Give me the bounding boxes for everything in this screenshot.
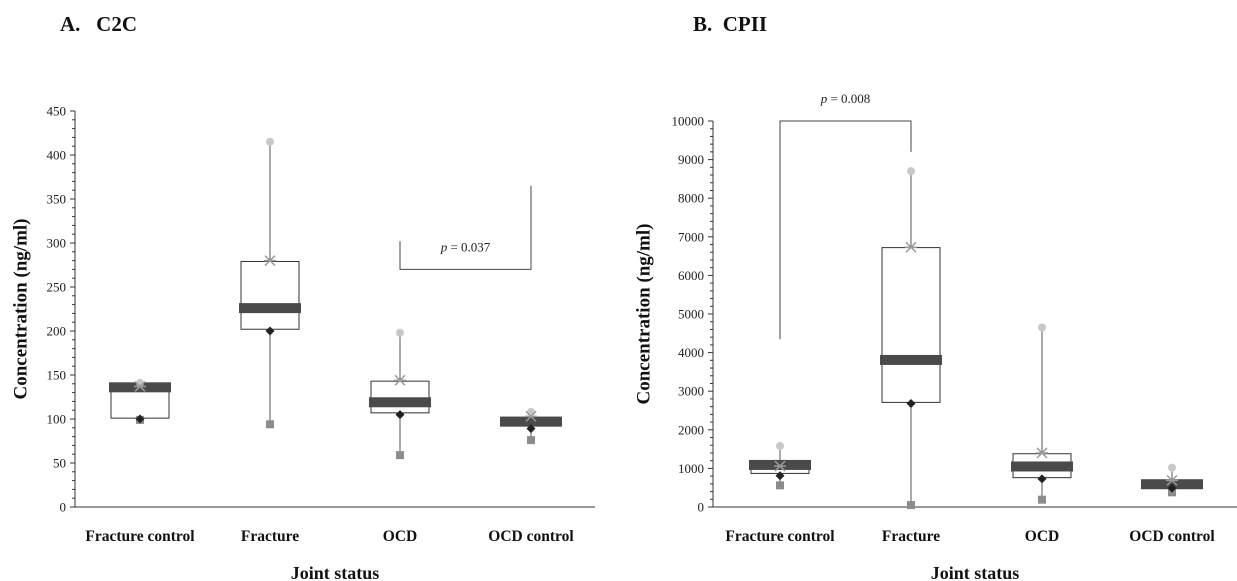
b-y-tick-label: 3000 [678,384,704,399]
b-max-marker [1038,324,1046,332]
b-y-tick-label: 8000 [678,191,704,206]
b-median-bar [880,355,942,365]
b-min-marker [1038,496,1046,504]
b-max-marker [776,442,784,450]
b-median-bar [1011,461,1073,471]
b-y-tick-label: 9000 [678,152,704,167]
b-y-tick-label: 1000 [678,461,704,476]
b-p-value-label: p = 0.008 [820,91,871,106]
b-y-tick-label: 10000 [672,114,705,129]
b-category-label: OCD [1025,528,1059,545]
b-max-marker [1168,464,1176,472]
b-x-axis-label: Joint status [931,563,1020,581]
b-median-bar [749,460,811,470]
b-y-tick-label: 5000 [678,307,704,322]
b-y-tick-label: 0 [698,500,705,515]
b-p-value: = 0.008 [827,91,870,106]
b-min-marker [776,481,784,489]
b-y-tick-label: 6000 [678,268,704,283]
b-max-marker [907,167,915,175]
b-y-tick-label: 2000 [678,422,704,437]
b-category-label: OCD control [1129,528,1215,545]
b-y-tick-label: 4000 [678,345,704,360]
b-y-tick-label: 7000 [678,229,704,244]
b-category-label: Fracture [882,528,940,545]
b-min-marker [907,501,915,509]
b-box [882,248,940,403]
b-y-axis-label: Concentration (ng/ml) [633,223,654,404]
b-category-label: Fracture control [725,528,835,545]
